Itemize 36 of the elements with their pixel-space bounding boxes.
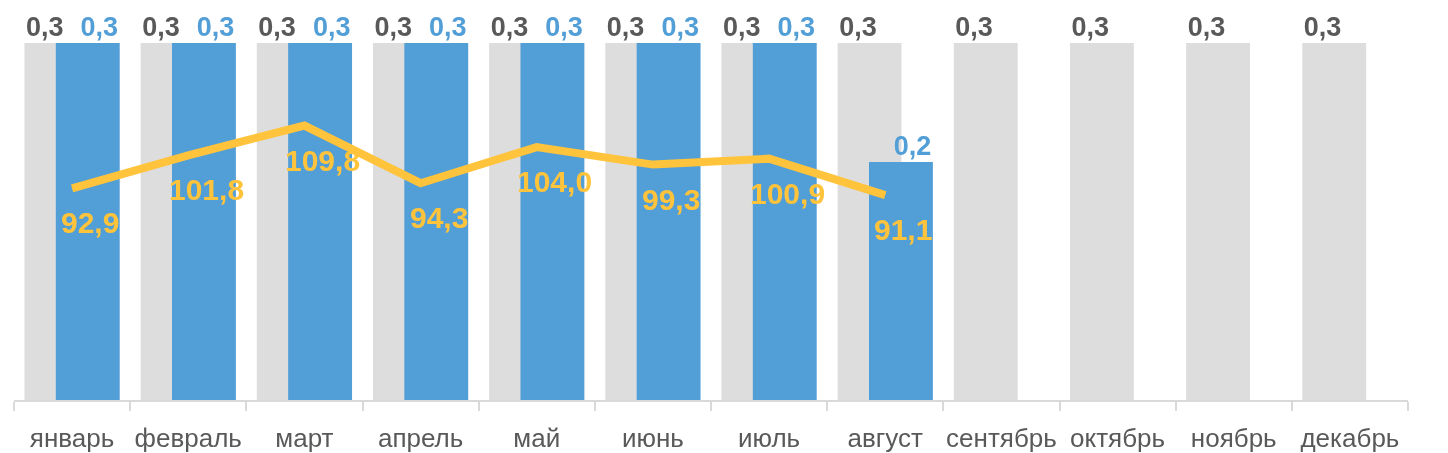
data-label: 0,2 [893,131,932,162]
data-label: 0,3 [606,12,645,43]
data-label: 91,1 [874,213,933,246]
x-tick-label: февраль [134,422,242,453]
data-label: 0,3 [545,12,583,43]
x-tick-label: март [275,422,334,453]
x-tick-label: апрель [377,422,464,453]
data-label: 0,3 [490,12,529,43]
x-tick-label: октябрь [1070,422,1166,453]
data-label: 0,3 [839,12,877,43]
data-label: 0,3 [1303,12,1342,43]
x-tick-label: июнь [621,422,684,453]
data-label: 0,3 [80,12,119,43]
data-label: 0,3 [777,12,816,43]
data-label: 0,3 [955,12,993,43]
x-tick-label: январь [29,422,115,453]
data-label: 0,3 [142,12,180,43]
data-label: 94,3 [410,201,469,234]
x-tick-label: май [513,422,561,453]
data-label: 0,3 [258,12,296,43]
x-tick-label: декабрь [1300,422,1400,453]
data-label: 0,3 [1187,12,1226,43]
x-tick-label: ноябрь [1190,422,1277,453]
data-label: 0,3 [26,12,64,43]
data-label: 0,3 [723,12,761,43]
data-label: 99,3 [642,183,701,216]
data-label: 0,3 [429,12,467,43]
data-label: 0,3 [196,12,235,43]
data-label: 92,9 [61,206,120,239]
x-tick-label: сентябрь [946,422,1057,453]
data-label: 0,3 [312,12,351,43]
data-label: 0,3 [1071,12,1110,43]
data-label: 0,3 [374,12,413,43]
x-tick-label: август [847,422,924,453]
x-tick-label: июль [737,422,801,453]
data-label: 0,3 [661,12,699,43]
